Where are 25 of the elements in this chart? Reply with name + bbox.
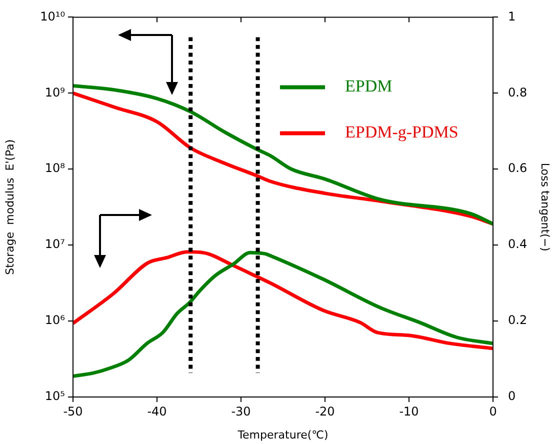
y2-tick-label: 0 xyxy=(508,389,516,404)
x-tick-label: 0 xyxy=(489,404,497,418)
line-series xyxy=(73,250,493,350)
x-tick-label: -50 xyxy=(63,404,83,418)
y2-axis-title: Loss tangent(−) xyxy=(538,162,552,252)
y-axis-title: Storage modulus E'(Pa) xyxy=(3,139,16,275)
x-axis-title: Temperature(℃) xyxy=(236,428,328,442)
x-tick-label: -10 xyxy=(399,404,419,418)
y2-tick-label: 1 xyxy=(508,9,516,24)
line-series xyxy=(73,250,493,378)
y-tick-label: 10⁵ xyxy=(44,389,66,404)
y2-tick-label: 0.4 xyxy=(508,237,528,252)
x-tick-label: -20 xyxy=(315,404,335,418)
y-tick-label: 10⁹ xyxy=(44,85,66,100)
y2-tick-label: 0.2 xyxy=(508,313,528,328)
y-tick-label: 10⁶ xyxy=(44,313,66,328)
y2-tick-label: 0.8 xyxy=(508,85,528,100)
y-tick-label: 10⁸ xyxy=(44,161,66,176)
y-tick-label: 10¹⁰ xyxy=(40,9,66,24)
x-tick-label: -30 xyxy=(231,404,251,418)
y2-tick-label: 0.6 xyxy=(508,161,528,176)
legend-label: EPDM-g-PDMS xyxy=(345,122,458,142)
legend-label: EPDM xyxy=(345,76,392,96)
y-tick-label: 10⁷ xyxy=(44,237,66,252)
x-tick-label: -40 xyxy=(147,404,167,418)
